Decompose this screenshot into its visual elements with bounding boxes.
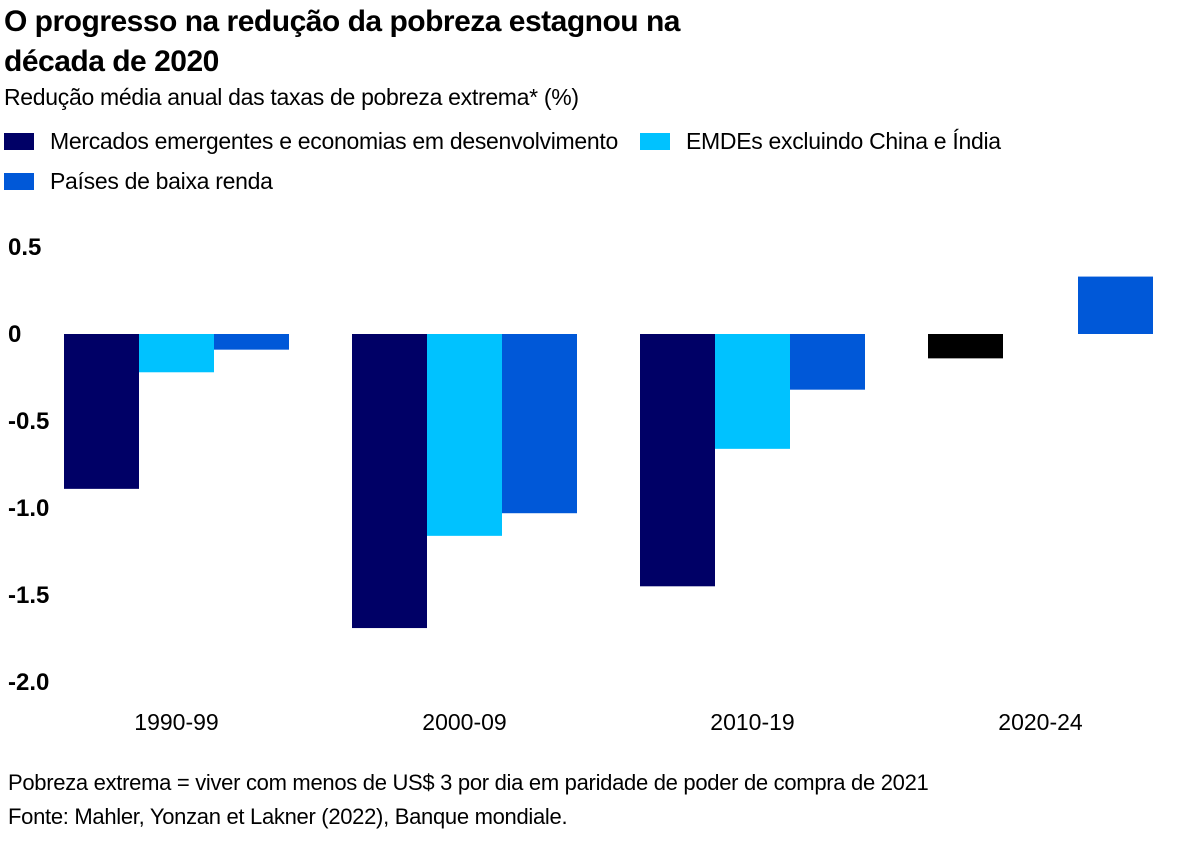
chart-subtitle: Redução média anual das taxas de pobreza…: [4, 84, 579, 110]
legend-label-low-income: Países de baixa renda: [50, 168, 273, 194]
y-tick-label: -1.0: [8, 495, 49, 522]
bar-2020-24-series-0: [928, 334, 1003, 359]
bar-chart: 0.5 0 -0.5 -1.0 -1.5 -2.0 1990-99 2000-09 2010-1…: [8, 234, 1153, 735]
y-tick-label: -1.5: [8, 582, 49, 609]
bar-2010-19-series-2: [790, 334, 865, 390]
bar-1990-99-series-1: [139, 334, 214, 373]
bar-2000-09-series-0: [352, 334, 427, 629]
bar-2000-09-series-1: [427, 334, 502, 536]
legend-label-emde-ex-china-india: EMDEs excluindo China e Índia: [686, 128, 1001, 154]
y-tick-label: 0: [8, 321, 21, 348]
legend-label-emde: Mercados emergentes e economias em desen…: [50, 128, 618, 154]
legend-item-low-income: Países de baixa renda: [4, 168, 273, 195]
y-tick-label: -0.5: [8, 408, 49, 435]
x-tick-label: 2020-24: [998, 709, 1083, 735]
chart-title: O progresso na redução da pobreza estagn…: [4, 5, 680, 78]
x-tick-label: 2010-19: [710, 709, 794, 735]
x-tick-label: 1990-99: [134, 709, 218, 735]
bar-2010-19-series-1: [715, 334, 790, 449]
y-tick-label: -2.0: [8, 669, 49, 696]
y-tick-label: 0.5: [8, 234, 41, 261]
x-tick-label: 2000-09: [422, 709, 506, 735]
legend-swatch-emde: [4, 133, 34, 150]
notes: Pobreza extrema = viver com menos de US$…: [8, 766, 929, 834]
bar-1990-99-series-2: [214, 334, 289, 350]
legend: Mercados emergentes e economias em desen…: [4, 128, 1194, 208]
bar-1990-99-series-0: [64, 334, 139, 489]
legend-swatch-low-income: [4, 173, 34, 190]
source-note: Fonte: Mahler, Yonzan et Lakner (2022), …: [8, 804, 568, 829]
bar-2010-19-series-0: [640, 334, 715, 587]
footnote: Pobreza extrema = viver com menos de US$…: [8, 770, 929, 795]
legend-item-emde: Mercados emergentes e economias em desen…: [4, 128, 618, 155]
bar-2000-09-series-2: [502, 334, 577, 514]
legend-item-emde-ex-china-india: EMDEs excluindo China e Índia: [640, 128, 1001, 155]
legend-swatch-emde-ex-china-india: [640, 133, 670, 150]
bar-2020-24-series-2: [1078, 276, 1153, 334]
